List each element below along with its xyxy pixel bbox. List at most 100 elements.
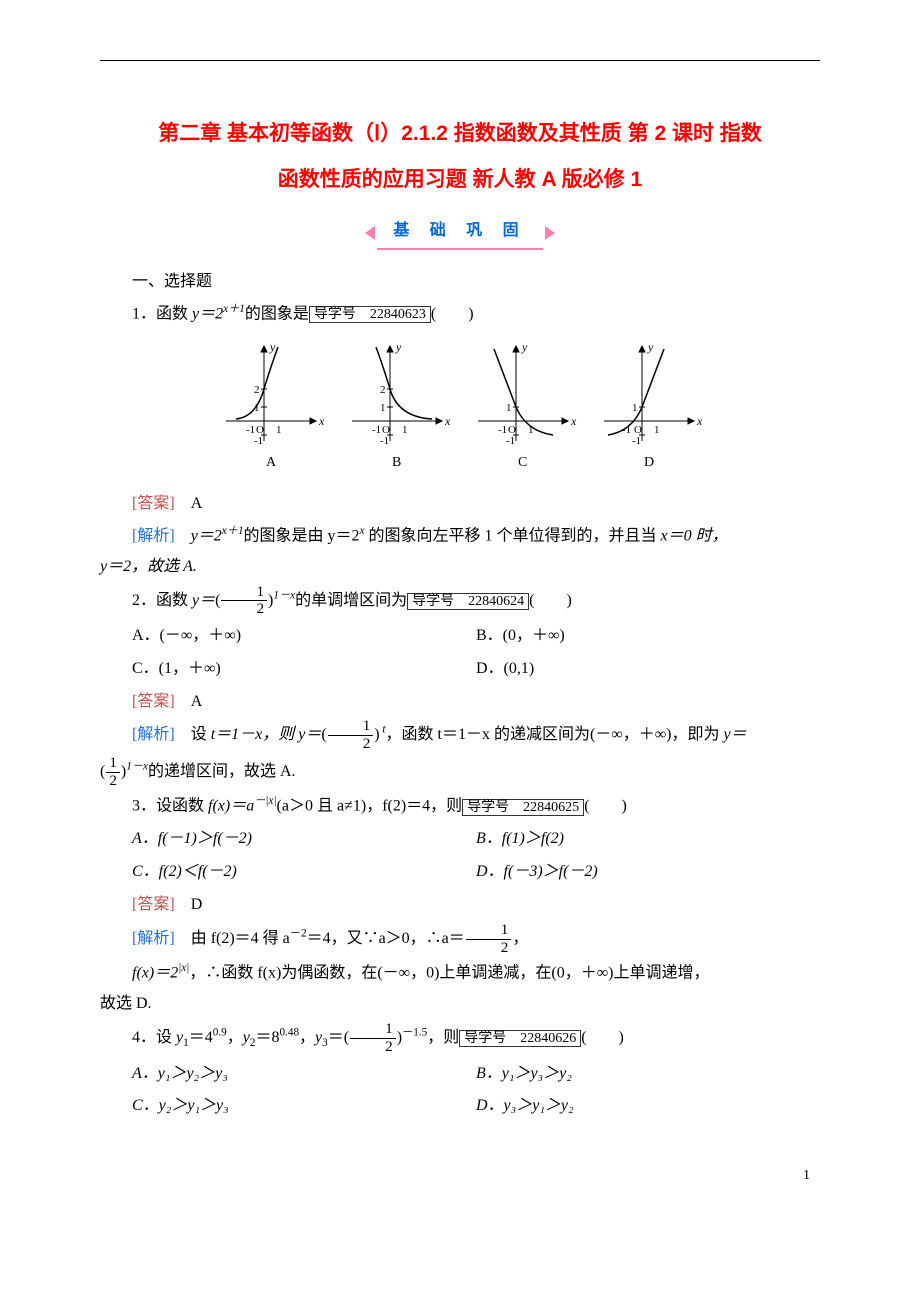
q3-opt-a: A．f(－1)＞f(－2) [132,825,476,854]
q3-analysis: [解析] 由 f(2)＝4 得 a－2＝4，又∵a＞0，∴a＝12， [100,922,820,956]
svg-text:B: B [392,455,401,470]
q2-a: 2．函数 [132,592,192,609]
svg-text:x: x [696,414,703,428]
q4-b: ，则 [427,1029,459,1046]
q3-a: 3．设函数 [132,798,208,815]
badge-left-triangle [365,226,375,240]
q1-analysis: [解析] y＝2x＋1的图象是由 y＝2x 的图象向左平移 1 个单位得到的，并… [100,521,820,551]
svg-text:y: y [647,341,654,354]
graph-b: x y -1 O 1 2 1 -1 B [342,341,452,471]
q2-opt-a: A．(－∞，＋∞) [132,622,476,651]
q3-b: (a＞0 且 a≠1)，f(2)＝4，则 [277,798,463,815]
q3-opt-d: D．f(－3)＞f(－2) [476,858,820,887]
svg-text:y: y [269,341,276,354]
q3-answer: [答案] D [100,891,820,920]
q3-eq: f(x)＝a [208,798,254,815]
q4-opt-c: C．y₂＞y₁＞y₃ [132,1092,476,1121]
svg-text:2: 2 [254,384,260,396]
q4-paren: ( ) [581,1029,624,1046]
svg-text:-1: -1 [254,435,263,447]
q4-opt-d: D．y₃＞y₁＞y₂ [476,1092,820,1121]
q1-graphs: x y -1 O 1 2 1 -1 A x y -1 O 1 2 1 -1 B [100,341,820,482]
section-heading: 一、选择题 [100,268,820,297]
q1-eq: y＝2 [192,305,223,322]
q1-ans-val: A [191,495,203,512]
q3-paren: ( ) [584,798,627,815]
q4-a: 4．设 [132,1029,176,1046]
q2-ana-c: ，函数 t＝1－x 的递减区间为(－∞，＋∞)，即为 [386,726,724,743]
q3-analysis-2: f(x)＝2|x|，∴函数 f(x)为偶函数，在(－∞，0)上单调递减，在(0，… [100,958,820,988]
q2-ana-d: 的递增区间，故选 A. [148,763,296,780]
svg-text:x: x [570,414,577,428]
section-badge: 基 础 巩 固 [100,215,820,250]
q3-ana-a: 由 f(2)＝4 得 a [191,930,290,947]
q4-dxh: 导学号 22840626 [459,1030,581,1047]
svg-text:1: 1 [632,402,638,414]
q3-options: A．f(－1)＞f(－2) B．f(1)＞f(2) C．f(2)＜f(－2) D… [132,823,820,889]
q2-ans-label: [答案] [132,693,175,710]
q2-ana-a: 设 [191,726,211,743]
q1-text-a: 1．函数 [132,305,192,322]
svg-text:-1: -1 [506,435,515,447]
q3-analysis-3: 故选 D. [100,990,820,1019]
q1-stem: 1．函数 y＝2x＋1的图象是导学号 22840623( ) [100,299,820,329]
q4-stem: 4．设 y1＝40.9，y2＝80.48，y3＝(12)－1.5，则导学号 22… [100,1021,820,1055]
q3-stem: 3．设函数 f(x)＝a－|x|(a＞0 且 a≠1)，f(2)＝4，则导学号 … [100,791,820,821]
page-title: 第二章 基本初等函数（Ⅰ）2.1.2 指数函数及其性质 第 2 课时 指数 函数… [100,111,820,203]
page-number: 1 [100,1163,820,1188]
q2-paren: ( ) [529,592,572,609]
svg-text:x: x [444,414,451,428]
q2-opt-c: C．(1，＋∞) [132,655,476,684]
svg-text:1: 1 [380,402,386,414]
badge-text: 基 础 巩 固 [377,215,542,250]
q1-ana-c: 的图象向左平移 1 个单位得到的，并且当 [365,527,661,544]
q3-exp: －|x| [254,795,276,807]
svg-text:1: 1 [402,424,408,436]
title-line2: 函数性质的应用习题 新人教 A 版必修 1 [278,168,642,191]
q1-ana-a: y＝2 [191,527,222,544]
svg-text:D: D [644,455,654,470]
q1-dxh: 导学号 22840623 [309,306,431,323]
q4-opt-a: A．y₁＞y₂＞y₃ [132,1060,476,1089]
badge-right-triangle [545,226,555,240]
q2-ans-val: A [191,693,203,710]
q2-stem: 2．函数 y＝(12)1－x的单调增区间为导学号 22840624( ) [100,584,820,618]
q2-dxh: 导学号 22840624 [407,593,529,610]
q3-opt-c: C．f(2)＜f(－2) [132,858,476,887]
q1-ana-label: [解析] [132,527,175,544]
q3-ana-c: ， [512,930,528,947]
q2-opt-d: D．(0,1) [476,655,820,684]
svg-text:2: 2 [380,384,386,396]
q2-opt-b: B．(0，＋∞) [476,622,820,651]
title-line1: 第二章 基本初等函数（Ⅰ）2.1.2 指数函数及其性质 第 2 课时 指数 [158,122,762,145]
q1-ans-label: [答案] [132,495,175,512]
q3-opt-b: B．f(1)＞f(2) [476,825,820,854]
graph-d: x y -1 O 1 1 -1 D [594,341,704,471]
q3-ana-b: ＝4，又∵a＞0，∴a＝ [307,930,465,947]
svg-text:y: y [395,341,402,354]
q4-options: A．y₁＞y₂＞y₃ B．y₁＞y₃＞y₂ C．y₂＞y₁＞y₃ D．y₃＞y₁… [132,1058,820,1124]
svg-text:-1: -1 [380,435,389,447]
q1-ana-b: 的图象是由 y＝2 [244,527,360,544]
svg-text:-1: -1 [632,435,641,447]
q3-ans-val: D [191,896,203,913]
svg-text:x: x [318,414,325,428]
svg-text:A: A [266,455,277,470]
q1-text-b: 的图象是 [245,305,309,322]
graph-a: x y -1 O 1 2 1 -1 A [216,341,326,471]
q2-ana-label: [解析] [132,726,175,743]
q3-dxh: 导学号 22840625 [462,799,584,816]
q1-exp: x＋1 [223,303,245,315]
top-rule [100,60,820,61]
q4-opt-b: B．y₁＞y₃＞y₂ [476,1060,820,1089]
q2-analysis: [解析] 设 t＝1－x，则 y＝(12) t，函数 t＝1－x 的递减区间为(… [100,718,820,752]
graph-c: x y -1 O 1 1 -1 C [468,341,578,471]
q2-options: A．(－∞，＋∞) B．(0，＋∞) C．(1，＋∞) D．(0,1) [132,620,820,686]
q2-answer: [答案] A [100,688,820,717]
svg-text:1: 1 [506,402,512,414]
q1-answer: [答案] A [100,490,820,519]
svg-text:y: y [521,341,528,354]
q1-analysis-2: y＝2，故选 A. [100,553,820,582]
q1-paren: ( ) [431,305,474,322]
q1-ana-d: x＝0 时， [661,527,728,544]
